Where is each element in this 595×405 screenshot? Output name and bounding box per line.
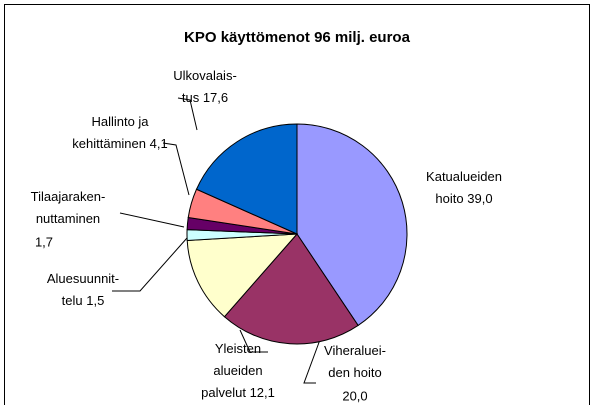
leader-line (239, 329, 268, 353)
category-label: nuttaminen (36, 211, 100, 226)
pie-slice (195, 123, 298, 235)
leader-line (177, 97, 198, 131)
category-label: hoito (435, 191, 463, 206)
value-label: 1,7 (35, 234, 53, 249)
slice-label: hoito 39,0 (435, 191, 492, 206)
slice-label: tus 17,6 (182, 90, 228, 105)
category-label: alueiden (213, 363, 262, 378)
leader-line (119, 212, 185, 228)
slice-label: Yleisten (215, 341, 261, 356)
value-label: 39,0 (467, 191, 492, 206)
slice-label: kehittäminen 4,1 (72, 136, 167, 151)
category-label: Yleisten (215, 341, 261, 356)
slice-label: Ulkovalais- (173, 68, 237, 83)
category-label: Ulkovalais- (173, 68, 237, 83)
leader-line (162, 142, 190, 196)
category-label: Aluesuunnit- (47, 271, 119, 286)
slice-label: Viheraluei- (324, 343, 386, 358)
slice-label: den hoito (328, 365, 382, 380)
value-label: 17,6 (203, 90, 228, 105)
chart-title: KPO käyttömenot 96 milj. euroa (184, 29, 411, 46)
category-label: tus (182, 90, 200, 105)
category-label: Katualueiden (426, 169, 502, 184)
category-label: palvelut (201, 385, 246, 400)
slice-label: nuttaminen (36, 211, 100, 226)
slice-label: palvelut 12,1 (201, 385, 275, 400)
leader-line (112, 237, 188, 292)
category-label: Viheraluei- (324, 343, 386, 358)
category-label: Hallinto ja (91, 114, 149, 129)
pie-slice (186, 233, 299, 318)
category-label: den hoito (328, 365, 382, 380)
slice-label: Tilaajaraken- (31, 189, 106, 204)
slice-label: alueiden (213, 363, 262, 378)
slice-label: Aluesuunnit- (47, 271, 119, 286)
slice-label: Hallinto ja (91, 114, 149, 129)
category-label: Tilaajaraken- (31, 189, 106, 204)
value-label: 4,1 (150, 136, 168, 151)
category-label: kehittäminen (72, 136, 146, 151)
value-label: 1,5 (86, 293, 104, 308)
category-label: telu (62, 293, 83, 308)
leader-lines (112, 97, 322, 384)
leader-line (303, 336, 322, 384)
pie-slice (223, 233, 359, 345)
value-label: 20,0 (342, 388, 367, 403)
value-label: 12,1 (250, 385, 275, 400)
slice-label: telu 1,5 (62, 293, 105, 308)
slice-label: Katualueiden (426, 169, 502, 184)
